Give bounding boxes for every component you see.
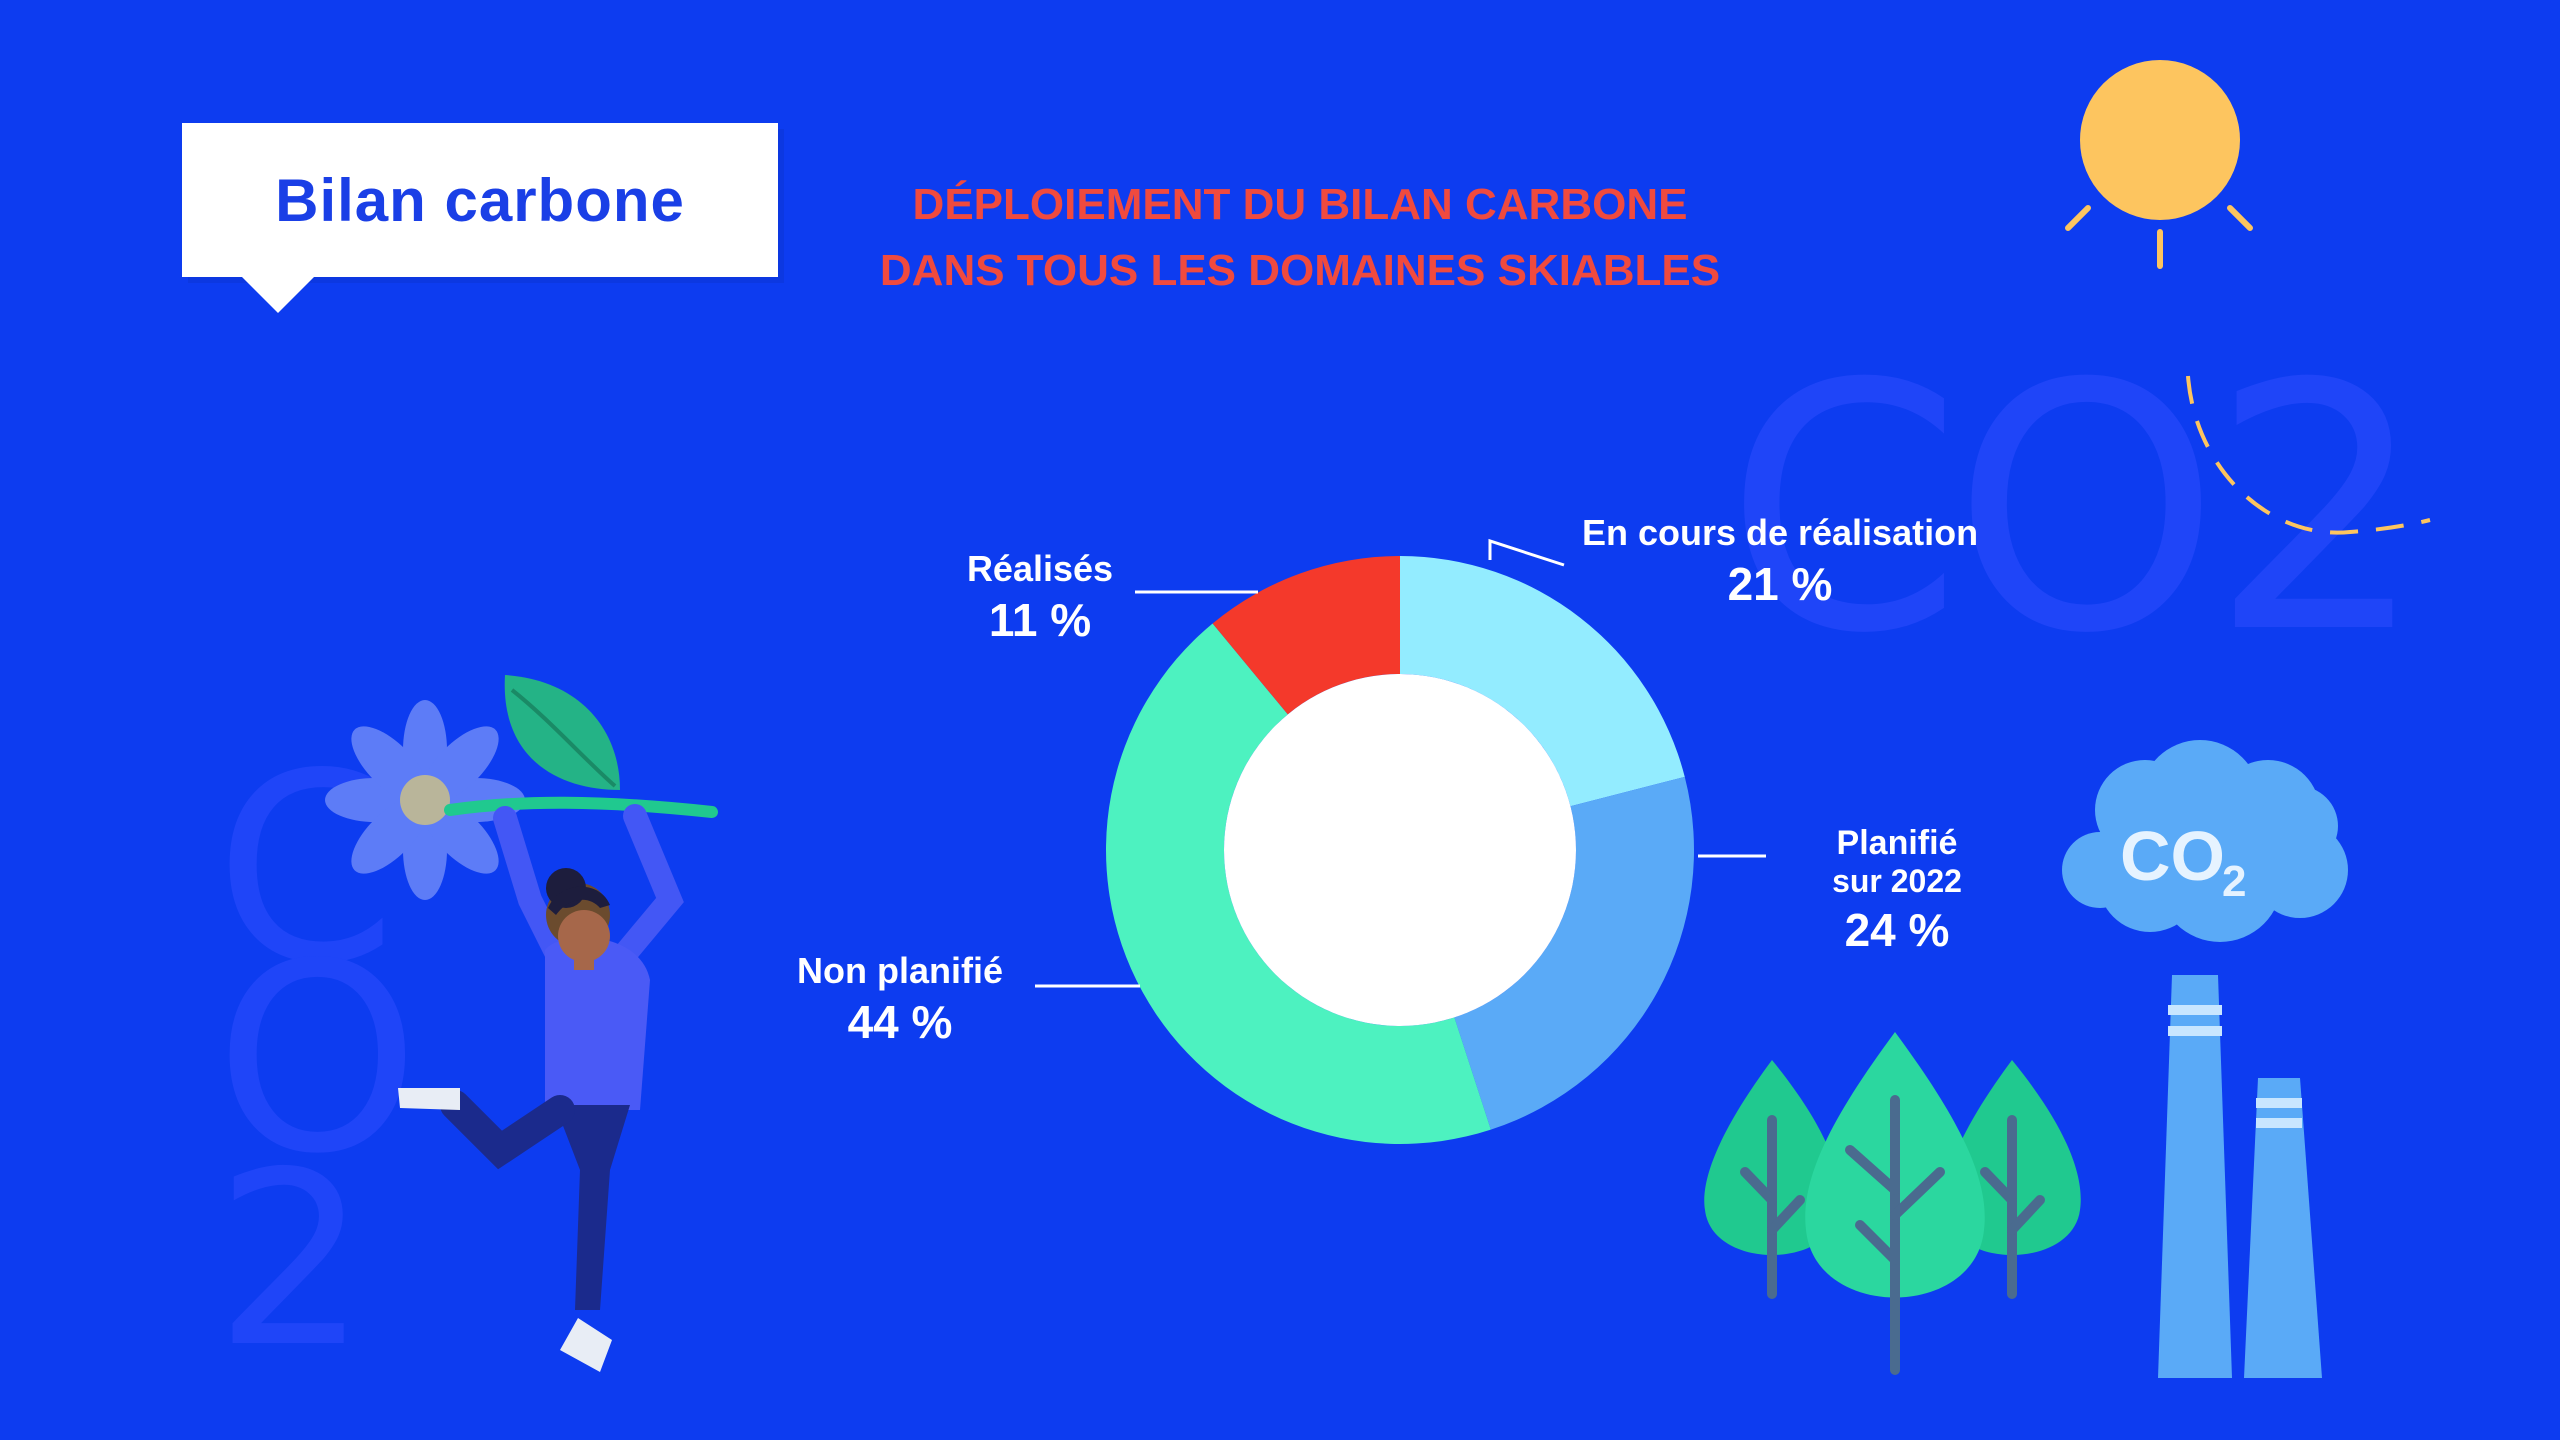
title-badge: Bilan carbone — [182, 123, 778, 313]
co2-watermark-left-2: 2 — [215, 1120, 368, 1400]
label-planifie-value: 24 % — [1844, 904, 1950, 956]
label-planifie-name-2: sur 2022 — [1832, 863, 1962, 899]
donut-slice-r-alis-s — [1212, 556, 1400, 715]
donut-slice-planifi-sur-2022 — [1454, 776, 1694, 1130]
leader-line-en-cours — [1488, 538, 1565, 567]
co2-watermark-left-o: O — [215, 909, 420, 1211]
headline-line-1: DÉPLOIEMENT DU BILAN CARBONE — [912, 180, 1688, 229]
donut-hole — [1224, 674, 1576, 1026]
label-non-planifie-value: 44 % — [847, 996, 953, 1048]
label-realises-name: Réalisés — [966, 548, 1114, 589]
label-en-cours: En cours de réalisation 21 % — [1560, 512, 2000, 614]
label-non-planifie: Non planifié 44 % — [770, 950, 1030, 1052]
headline: DÉPLOIEMENT DU BILAN CARBONE DANS TOUS L… — [840, 172, 1760, 304]
label-realises: Réalisés 11 % — [940, 548, 1140, 650]
label-non-planifie-name: Non planifié — [797, 950, 1003, 991]
label-en-cours-value: 21 % — [1727, 558, 1833, 610]
donut-slice-non-planifi- — [1106, 623, 1491, 1144]
donut-slice-en-cours-de-r-alisation — [1400, 556, 1685, 807]
label-en-cours-name: En cours de réalisation — [1581, 512, 1979, 553]
label-planifie: Planifié sur 2022 24 % — [1797, 824, 1997, 960]
label-realises-value: 11 % — [988, 594, 1092, 646]
page-title: Bilan carbone — [275, 166, 685, 234]
label-planifie-name-1: Planifié — [1836, 824, 1958, 862]
headline-line-2: DANS TOUS LES DOMAINES SKIABLES — [879, 246, 1721, 295]
